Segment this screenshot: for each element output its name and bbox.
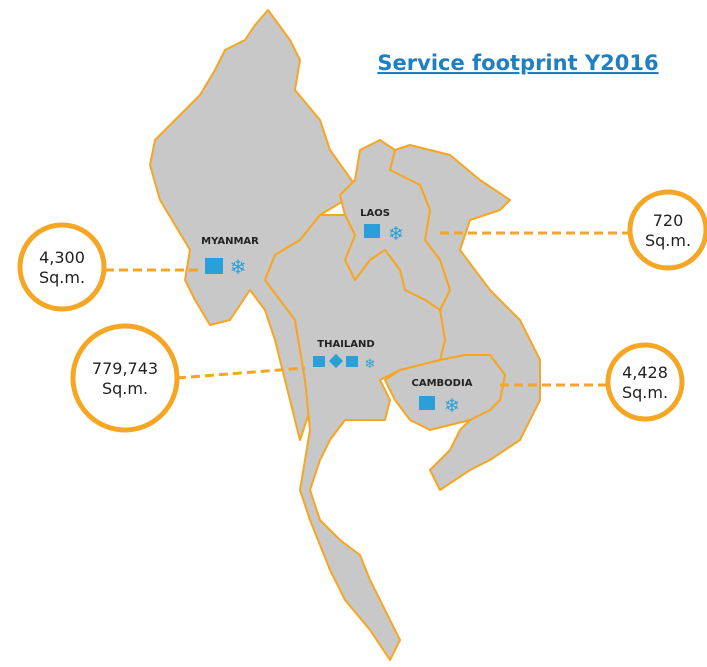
area-value: 4,300	[39, 248, 85, 267]
cambodia	[384, 354, 506, 431]
area-value: 720	[653, 211, 684, 230]
leader-line	[176, 366, 306, 380]
area-unit: Sq.m.	[622, 383, 668, 402]
area-unit: Sq.m.	[39, 268, 85, 287]
area-unit: Sq.m.	[645, 231, 691, 250]
svg-text:❄: ❄	[388, 223, 404, 245]
area-bubble	[605, 342, 685, 422]
title: Service footprint Y2016	[377, 51, 658, 75]
country-label: CAMBODIA	[412, 378, 473, 389]
area-value: 779,743	[92, 359, 158, 378]
area-value: 4,428	[622, 363, 668, 382]
svg-text:❄: ❄	[365, 357, 376, 372]
svg-text:❄: ❄	[230, 255, 247, 279]
svg-text:❄: ❄	[444, 395, 460, 417]
country-label: THAILAND	[317, 339, 374, 350]
area-unit: Sq.m.	[102, 379, 148, 398]
thailand	[264, 214, 446, 661]
area-bubble	[17, 222, 107, 312]
icons: ❄ ❄ ❄ ❄	[205, 223, 460, 417]
country-label: LAOS	[360, 208, 390, 219]
country-label: MYANMAR	[201, 236, 259, 247]
area-bubble	[627, 189, 707, 271]
area-bubble	[70, 323, 180, 433]
